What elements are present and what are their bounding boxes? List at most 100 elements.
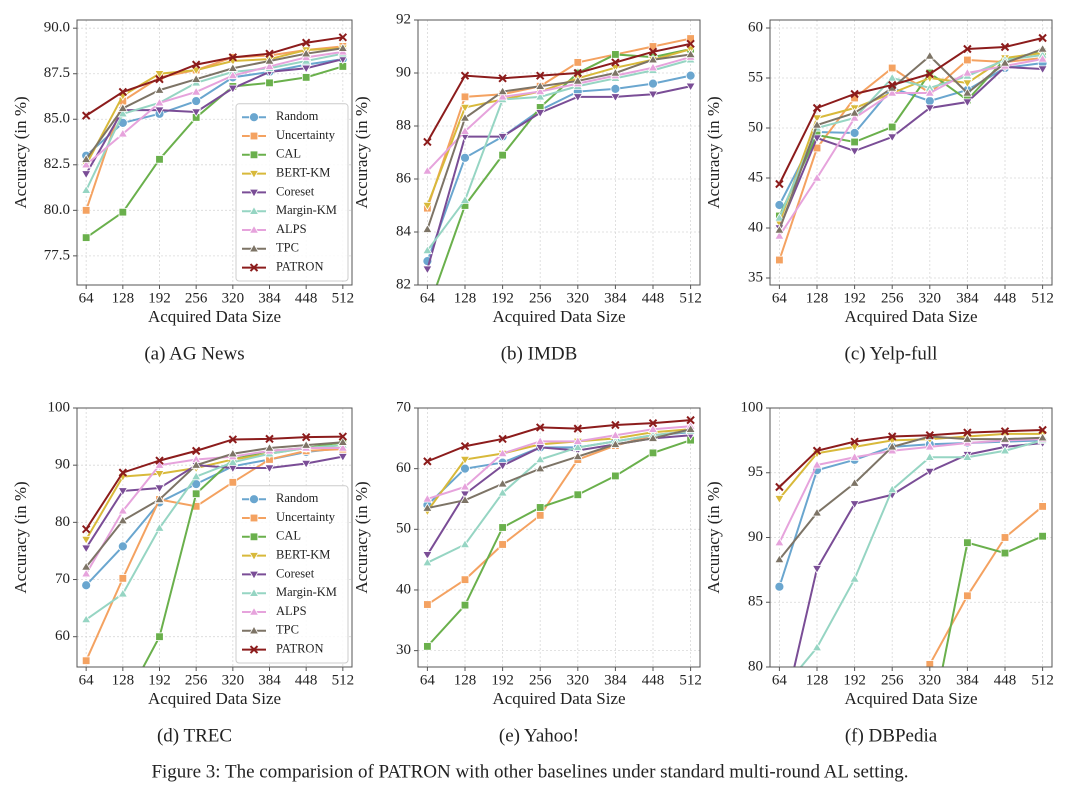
legend-label: ALPS (276, 604, 307, 618)
data-point (81, 580, 92, 591)
series-line (85, 435, 343, 530)
x-tick-label: 256 (881, 672, 904, 688)
data-point (812, 446, 822, 455)
y-tick-label: 77.5 (44, 247, 70, 263)
series-line (778, 438, 1043, 544)
legend-label: Uncertainty (276, 128, 336, 142)
series-line (426, 58, 691, 252)
data-point (1038, 425, 1047, 435)
data-point (775, 729, 784, 737)
x-tick-label: 256 (881, 290, 904, 306)
data-point (924, 467, 935, 477)
series-line (778, 432, 1043, 500)
data-point (264, 464, 275, 474)
y-axis-label: Accuracy (in %) (704, 481, 723, 593)
data-point (572, 75, 583, 85)
data-point (925, 660, 935, 667)
data-point (337, 42, 349, 52)
x-tick-label: 448 (295, 672, 318, 688)
data-point (775, 255, 784, 265)
y-tick-label: 100 (48, 399, 71, 415)
legend-marker (248, 170, 260, 179)
data-point (117, 541, 128, 552)
data-point (999, 57, 1011, 67)
legend-label: CAL (276, 147, 301, 161)
data-point (228, 53, 238, 62)
data-point (300, 439, 312, 449)
legend-marker (248, 243, 260, 253)
series-group (80, 432, 349, 755)
data-point (228, 478, 238, 487)
data-point (812, 103, 822, 113)
data-point (611, 50, 620, 59)
data-point (962, 433, 973, 443)
data-point (775, 482, 784, 492)
x-tick-label: 448 (642, 672, 665, 688)
data-point (887, 122, 897, 132)
series-line (799, 439, 1043, 667)
data-point (887, 80, 897, 90)
data-point (535, 109, 546, 119)
x-tick-label: 384 (604, 672, 627, 688)
series-line (85, 65, 344, 239)
legend-label: TPC (276, 241, 299, 255)
data-point (497, 86, 508, 96)
x-tick-label: 192 (148, 672, 171, 688)
data-point (611, 58, 620, 67)
data-point (888, 715, 896, 723)
data-point (117, 515, 129, 525)
data-point (1038, 531, 1047, 541)
y-tick-label: 82.5 (44, 156, 70, 172)
x-tick-label: 64 (79, 290, 95, 306)
data-point (572, 451, 583, 461)
x-tick-label: 128 (454, 672, 477, 688)
data-point (962, 451, 973, 461)
legend-label: Margin-KM (276, 585, 337, 599)
y-tick-label: 60 (396, 460, 411, 476)
data-point (80, 614, 92, 624)
data-point (301, 432, 311, 442)
legend-label: BERT-KM (276, 165, 330, 179)
series-line (426, 430, 691, 564)
x-tick-label: 128 (806, 672, 829, 688)
x-tick-label: 320 (919, 672, 942, 688)
y-axis-label: Accuracy (in %) (11, 481, 30, 593)
data-point (648, 47, 658, 57)
figure-caption: Figure 3: The comparision of PATRON with… (151, 761, 908, 782)
x-tick-label: 512 (1031, 672, 1054, 688)
series-line (778, 37, 1043, 185)
data-point (647, 423, 659, 433)
legend-marker (249, 150, 259, 160)
data-point (850, 437, 859, 446)
data-point (611, 471, 620, 481)
data-point (811, 565, 823, 574)
plot-frame (769, 19, 1053, 286)
series-line (426, 42, 691, 143)
series-line (426, 53, 691, 230)
data-point (572, 442, 583, 451)
data-point (154, 70, 165, 80)
data-point (648, 42, 658, 51)
x-tick-label: 320 (567, 672, 590, 688)
data-point (647, 433, 659, 442)
data-point (849, 500, 860, 510)
data-point (82, 747, 90, 755)
data-point (535, 503, 545, 512)
legend-label: Coreset (276, 566, 315, 580)
y-tick-label: 50 (748, 119, 763, 135)
subplot-caption: (a) AG News (144, 343, 244, 364)
data-point (647, 54, 659, 64)
x-axis-label: Acquired Data Size (492, 307, 625, 326)
y-tick-label: 80.0 (44, 202, 70, 218)
chart-panel: 35 40 45 50 55 60 64 128 192 256 320 384 448 512 Acqui… (704, 19, 1054, 364)
data-point (685, 49, 696, 58)
data-point (80, 170, 92, 180)
data-point (850, 89, 859, 99)
data-point (1037, 43, 1048, 53)
x-axis-label: Acquired Data Size (148, 307, 281, 326)
data-point (154, 522, 165, 532)
data-point (535, 71, 545, 80)
data-point (774, 212, 785, 222)
data-point (80, 535, 92, 545)
